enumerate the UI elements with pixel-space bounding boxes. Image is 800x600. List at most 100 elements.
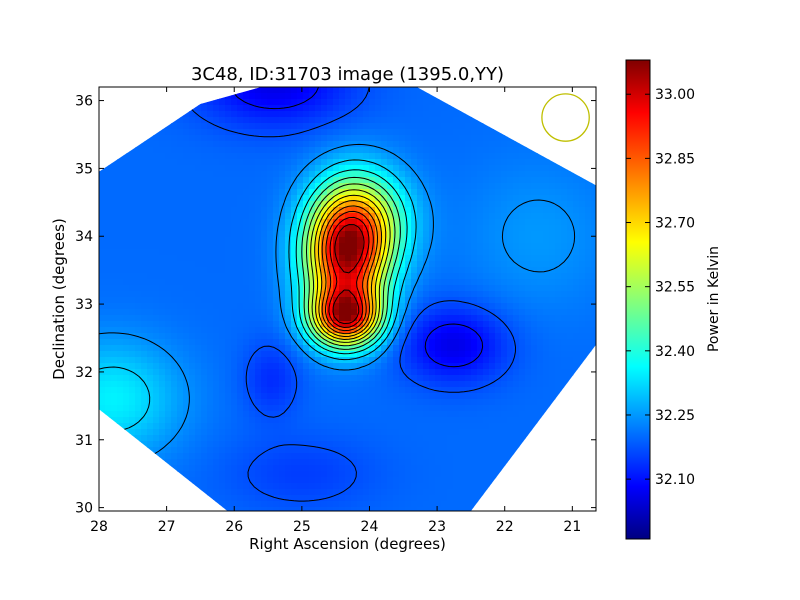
heatmap-cell (231, 147, 238, 154)
heatmap-cell (441, 333, 448, 340)
heatmap-cell (429, 387, 436, 394)
heatmap-cell (189, 225, 196, 232)
heatmap-cell (441, 405, 448, 412)
heatmap-cell (135, 279, 142, 286)
heatmap-cell (117, 105, 124, 112)
heatmap-cell (105, 465, 112, 472)
heatmap-cell (285, 207, 292, 214)
heatmap-cell (495, 219, 502, 226)
heatmap-cell (291, 483, 298, 490)
heatmap-cell (471, 405, 478, 412)
heatmap-cell (237, 105, 244, 112)
heatmap-cell (243, 399, 250, 406)
heatmap-cell (267, 165, 274, 172)
heatmap-cell (225, 501, 232, 508)
heatmap-cell (213, 201, 220, 208)
heatmap-cell (411, 93, 418, 100)
heatmap-cell (135, 447, 142, 454)
heatmap-cell (363, 471, 370, 478)
heatmap-cell (495, 447, 502, 454)
heatmap-cell (297, 255, 304, 262)
heatmap-cell (411, 369, 418, 376)
heatmap-cell (117, 213, 124, 220)
heatmap-cell (105, 183, 112, 190)
heatmap-cell (507, 147, 514, 154)
heatmap-cell (471, 303, 478, 310)
heatmap-cell (411, 111, 418, 118)
heatmap-cell (417, 237, 424, 244)
heatmap-cell (183, 135, 190, 142)
heatmap-cell (99, 363, 106, 370)
heatmap-cell (207, 489, 214, 496)
heatmap-cell (459, 93, 466, 100)
heatmap-cell (201, 267, 208, 274)
heatmap-cell (267, 363, 274, 370)
heatmap-cell (279, 441, 286, 448)
heatmap-cell (513, 273, 520, 280)
heatmap-cell (279, 111, 286, 118)
heatmap-cell (429, 429, 436, 436)
heatmap-cell (195, 291, 202, 298)
heatmap-cell (207, 195, 214, 202)
heatmap-cell (117, 243, 124, 250)
heatmap-cell (297, 117, 304, 124)
heatmap-cell (351, 351, 358, 358)
heatmap-cell (201, 495, 208, 502)
heatmap-cell (231, 333, 238, 340)
heatmap-cell (309, 483, 316, 490)
heatmap-cell (333, 405, 340, 412)
heatmap-cell (147, 477, 154, 484)
heatmap-cell (447, 375, 454, 382)
heatmap-cell (345, 201, 352, 208)
heatmap-cell (501, 177, 508, 184)
heatmap-cell (363, 399, 370, 406)
heatmap-cell (321, 285, 328, 292)
heatmap-cell (441, 447, 448, 454)
heatmap-cell (291, 201, 298, 208)
heatmap-cell (291, 147, 298, 154)
heatmap-cell (423, 261, 430, 268)
heatmap-cell (513, 123, 520, 130)
heatmap-cell (207, 129, 214, 136)
heatmap-cell (219, 87, 226, 94)
heatmap-cell (153, 465, 160, 472)
heatmap-cell (429, 315, 436, 322)
heatmap-cell (153, 309, 160, 316)
heatmap-cell (375, 177, 382, 184)
heatmap-cell (219, 483, 226, 490)
heatmap-cell (237, 219, 244, 226)
heatmap-cell (291, 501, 298, 508)
heatmap-cell (471, 345, 478, 352)
heatmap-cell (255, 483, 262, 490)
heatmap-cell (99, 333, 106, 340)
heatmap-cell (189, 315, 196, 322)
heatmap-cell (297, 225, 304, 232)
heatmap-cell (483, 87, 490, 94)
heatmap-cell (429, 423, 436, 430)
heatmap-cell (111, 357, 118, 364)
heatmap-cell (237, 507, 244, 511)
heatmap-cell (165, 135, 172, 142)
heatmap-cell (303, 483, 310, 490)
heatmap-cell (195, 177, 202, 184)
heatmap-cell (333, 477, 340, 484)
heatmap-cell (261, 141, 268, 148)
heatmap-cell (489, 405, 496, 412)
heatmap-cell (429, 345, 436, 352)
heatmap-cell (237, 111, 244, 118)
heatmap-cell (333, 399, 340, 406)
heatmap-cell (231, 471, 238, 478)
heatmap-cell (387, 123, 394, 130)
heatmap-cell (249, 477, 256, 484)
heatmap-cell (213, 99, 220, 106)
heatmap-cell (237, 189, 244, 196)
heatmap-cell (291, 339, 298, 346)
heatmap-cell (507, 303, 514, 310)
heatmap-cell (441, 153, 448, 160)
heatmap-cell (507, 369, 514, 376)
heatmap-cell (147, 141, 154, 148)
heatmap-cell (411, 441, 418, 448)
heatmap-cell (375, 471, 382, 478)
heatmap-cell (183, 243, 190, 250)
heatmap-cell (303, 453, 310, 460)
